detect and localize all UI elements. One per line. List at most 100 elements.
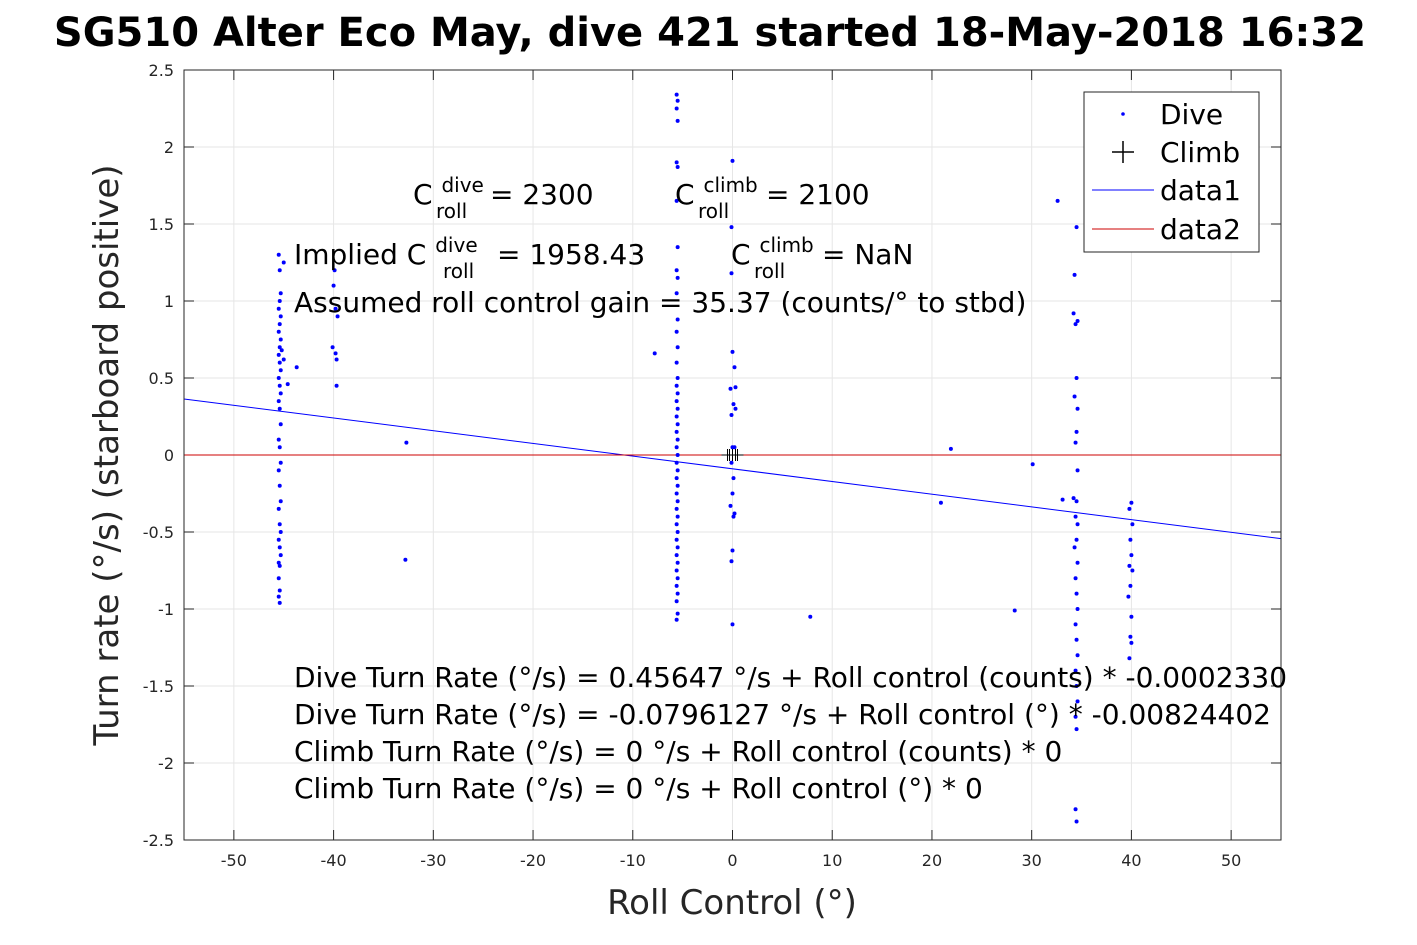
dive-point [277,345,282,350]
legend-climb-marker [1112,141,1134,163]
legend-data2-label: data2 [1160,213,1241,246]
dive-point [276,506,281,511]
dive-point [730,158,735,163]
dive-point [1075,699,1080,704]
dive-point [1073,440,1078,445]
y-tick-label: -2 [158,754,174,773]
dive-point [281,357,286,362]
x-tick-label: -10 [620,851,646,870]
dive-point [276,376,281,380]
dive-point [1071,311,1076,316]
dive-point [278,391,283,396]
annotation-eq2: Dive Turn Rate (°/s) = -0.0796127 °/s + … [294,698,1271,731]
dive-point [732,445,737,450]
dive-point [1130,568,1135,573]
dive-point [674,198,679,203]
dive-point [674,429,679,434]
dive-point [1074,637,1079,642]
dive-point [294,365,299,370]
dive-point [276,437,281,442]
dive-point [276,399,281,404]
dive-point [276,576,281,581]
dive-point [277,445,282,450]
dive-point [675,391,680,396]
x-tick-label: -20 [520,851,546,870]
dive-point [1072,272,1077,277]
dive-point [276,560,281,565]
dive-point [330,345,335,350]
dive-point [733,385,738,390]
dive-point [285,382,290,387]
implied-climb-value: = NaN [822,238,913,271]
dive-point [675,376,680,380]
dive-point [675,453,680,457]
annotation-eq4: Climb Turn Rate (°/s) = 0 °/s + Roll con… [294,772,983,805]
x-tick-label: 40 [1121,851,1141,870]
dive-point [1074,684,1079,688]
dive-point [674,583,679,588]
x-axis-label: Roll Control (°) [607,883,857,923]
dive-point [277,322,282,327]
annotation-eq3: Climb Turn Rate (°/s) = 0 °/s + Roll con… [294,735,1062,768]
dive-point [674,553,679,558]
legend-dive-marker [1121,112,1125,116]
annotation-c-dive: C dive roll = 2300 [413,166,594,225]
dive-point [675,317,680,322]
dive-point [728,386,733,391]
x-tick-label: 30 [1022,851,1042,870]
legend-dive-label: Dive [1160,98,1223,131]
dive-point [729,559,734,564]
c-climb-sub: roll [698,199,729,223]
implied-climb-prefix: C [731,238,751,271]
dive-point [1074,499,1079,504]
dive-point [1060,497,1065,502]
dive-point [674,414,679,419]
dive-point [1071,496,1076,501]
dive-point [674,445,679,450]
dive-point [730,622,735,627]
implied-climb-sub: roll [754,259,785,283]
dive-point [674,92,679,97]
dive-point [1073,714,1078,719]
dive-point [1126,594,1131,599]
legend-data1-label: data1 [1160,174,1241,207]
dive-point [278,314,283,319]
c-climb-prefix: C [675,178,695,211]
c-dive-prefix: C [413,178,433,211]
dive-point [276,252,281,257]
y-tick-label: 1 [164,292,174,311]
dive-point [276,537,281,542]
dive-point [938,500,943,505]
dive-point [1129,553,1134,558]
dive-point [674,476,679,481]
x-tick-label: -50 [221,851,247,870]
dive-point [728,503,733,508]
implied-label: Implied C [294,238,426,271]
chart-title: SG510 Alter Eco May, dive 421 started 18… [54,10,1366,56]
dive-point [1129,640,1134,645]
dive-point [948,446,953,451]
x-tick-label: 10 [822,851,842,870]
dive-point [277,483,282,488]
dive-point [403,557,408,562]
dive-point [281,260,286,265]
dive-point [1129,614,1134,619]
x-tick-label: 0 [727,851,737,870]
dive-point [674,329,679,334]
dive-point [278,337,283,342]
c-climb-sup: climb [703,173,757,197]
y-tick-label: 1.5 [149,215,174,234]
dive-point [731,514,736,519]
dive-point [335,314,340,319]
dive-point [674,399,679,404]
dive-point [277,563,282,568]
dive-point [276,352,281,357]
dive-point [675,422,680,427]
dive-point [279,348,284,353]
dive-point [277,360,282,365]
dive-point [675,345,680,350]
dive-point [334,357,339,362]
dive-point [1075,468,1080,473]
dive-point [675,483,680,488]
dive-point [331,283,336,288]
